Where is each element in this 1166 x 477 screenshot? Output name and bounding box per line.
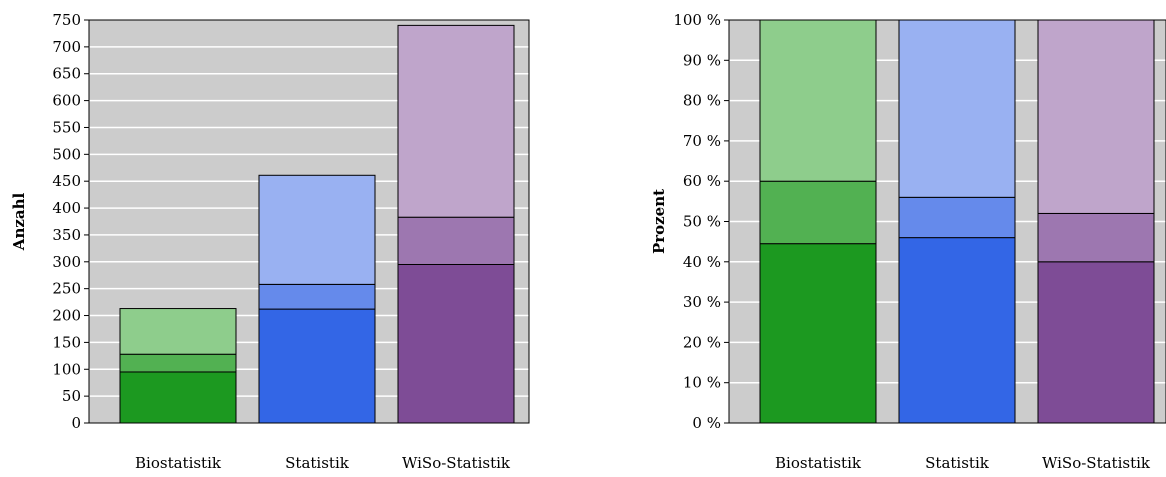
chart-counts: 0 50 100 150 200 250 300 350 400 450 500 550 600 650 7… bbox=[10, 11, 530, 472]
y-tick-label: 80 % bbox=[683, 92, 721, 110]
y-tick-label: 50 % bbox=[683, 213, 721, 231]
x-category-label: Biostatistik bbox=[135, 454, 222, 472]
y-tick-label: 700 bbox=[52, 38, 81, 56]
y-tick-label: 0 bbox=[71, 414, 81, 432]
y-tick-label: 0 % bbox=[692, 414, 721, 432]
y-tick-label: 600 bbox=[52, 92, 81, 110]
bar-segment bbox=[759, 180, 877, 245]
y-tick-label: 90 % bbox=[683, 51, 721, 69]
y-tick-label: 400 bbox=[52, 199, 81, 217]
bar-segment bbox=[898, 196, 1016, 239]
plot-frame bbox=[728, 19, 1166, 424]
y-tick-label: 60 % bbox=[683, 172, 721, 190]
bar-segment bbox=[1037, 261, 1155, 424]
x-category-label: WiSo-Statistik bbox=[1042, 454, 1151, 472]
y-tick-label: 200 bbox=[52, 307, 81, 325]
x-category-label: Statistik bbox=[925, 454, 990, 472]
y-tick-label: 500 bbox=[52, 145, 81, 163]
y-tick-label: 70 % bbox=[683, 132, 721, 150]
y-tick-label: 50 bbox=[62, 387, 81, 405]
x-category-label: WiSo-Statistik bbox=[402, 454, 511, 472]
bar-segment bbox=[119, 353, 237, 373]
bar-segment bbox=[1037, 19, 1155, 214]
bar-segment bbox=[258, 174, 376, 285]
x-category-label: Biostatistik bbox=[775, 454, 862, 472]
bar-segment bbox=[397, 263, 515, 424]
y-tick-label: 350 bbox=[52, 226, 81, 244]
bar-segment bbox=[119, 371, 237, 424]
chart-percent: 0 % 10 % 20 % 30 % 40 % 50 % 60 % 70 % 80 % 90 % 1… bbox=[650, 11, 1166, 472]
bar-segment bbox=[898, 237, 1016, 424]
bar-segment bbox=[759, 243, 877, 424]
bar-segment bbox=[759, 19, 877, 182]
y-tick-label: 750 bbox=[52, 11, 81, 29]
y-tick-label: 300 bbox=[52, 253, 81, 271]
y-axis-title: Prozent bbox=[650, 189, 668, 254]
y-tick-label: 250 bbox=[52, 280, 81, 298]
y-tick-label: 450 bbox=[52, 172, 81, 190]
y-tick-label: 550 bbox=[52, 118, 81, 136]
y-tick-label: 150 bbox=[52, 333, 81, 351]
y-tick-label: 650 bbox=[52, 65, 81, 83]
y-tick-label: 20 % bbox=[683, 333, 721, 351]
bar-segment bbox=[258, 308, 376, 424]
bar-segment bbox=[258, 283, 376, 310]
bar-segment bbox=[119, 308, 237, 355]
x-category-label: Statistik bbox=[285, 454, 350, 472]
bar-segment bbox=[1037, 212, 1155, 263]
y-axis-title: Anzahl bbox=[10, 193, 28, 252]
y-tick-label: 10 % bbox=[683, 374, 721, 392]
bar-segment bbox=[397, 216, 515, 265]
bar-segment bbox=[397, 24, 515, 218]
y-tick-label: 30 % bbox=[683, 293, 721, 311]
y-tick-label: 100 bbox=[52, 360, 81, 378]
plot-frame bbox=[88, 19, 530, 424]
y-tick-label: 40 % bbox=[683, 253, 721, 271]
y-tick-label: 100 % bbox=[673, 11, 721, 29]
bar-segment bbox=[898, 19, 1016, 198]
